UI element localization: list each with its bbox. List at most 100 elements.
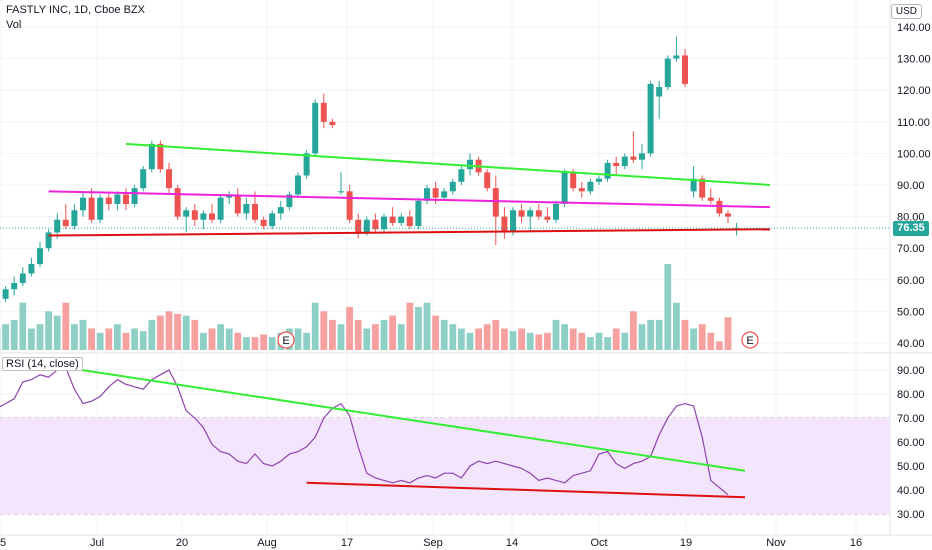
time-tick-label: Jul	[90, 537, 104, 549]
volume-bar	[483, 324, 491, 350]
volume-bar	[587, 337, 594, 350]
candle-body	[535, 210, 542, 217]
candle-body	[123, 194, 129, 204]
volume-bar	[122, 332, 130, 350]
candle-body	[639, 153, 645, 160]
candle-body	[449, 181, 456, 192]
candle-body	[664, 58, 671, 88]
price-tick-label: 120.00	[897, 85, 931, 97]
candle-body	[2, 289, 9, 299]
candle-body	[699, 178, 706, 198]
volume-bar	[664, 264, 672, 350]
volume-bar	[655, 319, 663, 350]
volume-bar	[139, 331, 147, 350]
candle-body	[312, 102, 319, 154]
volume-bar	[509, 331, 517, 350]
volume-bar	[71, 324, 78, 350]
candle-body	[28, 264, 35, 274]
volume-bar	[440, 319, 448, 350]
volume-bar	[466, 332, 474, 350]
time-tick-label: 19	[680, 537, 692, 549]
upper-trendline	[125, 142, 771, 186]
candle-body	[389, 216, 396, 223]
time-tick-label: Oct	[590, 537, 607, 549]
candle-body	[140, 169, 147, 189]
volume-bar	[217, 324, 224, 350]
candle-body	[441, 191, 448, 198]
candle-body	[62, 219, 69, 227]
candle-body	[647, 83, 654, 154]
volume-bar	[2, 324, 9, 350]
volume-bar	[36, 324, 44, 350]
time-tick-label: Nov	[766, 537, 786, 549]
candle-body	[54, 219, 61, 233]
volume-bar	[526, 332, 534, 350]
candle-body	[381, 216, 387, 230]
volume-bar	[638, 324, 646, 350]
volume-bar	[79, 319, 87, 350]
time-tick-label: 20	[176, 537, 188, 549]
volume-bar	[62, 302, 70, 350]
candle-body	[166, 169, 172, 189]
volume-bar	[96, 332, 104, 350]
volume-bar	[544, 332, 551, 350]
candle-body	[398, 216, 405, 223]
rsi-overbought-oversold-band	[0, 418, 890, 514]
candle-body	[492, 188, 499, 217]
candle-body	[424, 188, 430, 201]
volume-bar	[561, 324, 568, 350]
volume-bar	[647, 319, 654, 350]
candle-body	[553, 203, 559, 220]
candlestick-series	[2, 36, 740, 302]
price-tick-label: 40.00	[897, 338, 925, 350]
candle-body	[329, 121, 336, 125]
chart-title: FASTLY INC, 1D, Cboe BZX	[6, 4, 145, 16]
price-tick-label: 110.00	[897, 117, 930, 129]
candle-body	[570, 172, 577, 189]
candle-body	[19, 273, 26, 283]
candle-body	[596, 178, 602, 182]
candle-body	[561, 172, 568, 204]
candle-body	[707, 197, 714, 201]
volume-bar	[294, 328, 302, 350]
volume-bar	[131, 328, 138, 350]
volume-bar	[716, 341, 723, 350]
volume-bar	[53, 315, 61, 350]
volume-bar	[621, 332, 629, 350]
candle-body	[458, 169, 465, 182]
candle-body	[148, 143, 155, 170]
earnings-icon	[277, 331, 295, 349]
candle-body	[690, 178, 697, 192]
volume-bar	[234, 332, 242, 350]
volume-bar	[303, 332, 310, 350]
candle-body	[97, 197, 104, 220]
candle-body	[346, 191, 353, 220]
rsi-tick-label: 50.00	[897, 461, 925, 473]
volume-bar	[475, 328, 482, 350]
volume-bar	[612, 328, 620, 350]
candle-body	[432, 188, 439, 198]
volume-bar	[148, 319, 156, 350]
volume-bar	[389, 315, 396, 350]
rsi-indicator-label[interactable]: RSI (14, close)	[2, 357, 83, 371]
volume-bar	[406, 302, 414, 350]
volume-bar	[208, 328, 216, 350]
volume-bar	[260, 334, 267, 350]
rsi_lower-trendline	[306, 481, 746, 499]
candle-body	[234, 194, 241, 214]
time-tick-label: 16	[850, 537, 862, 549]
candle-body	[604, 162, 611, 179]
current-price-badge: 76.35	[893, 221, 929, 236]
candle-body	[320, 102, 327, 122]
price-trendlines	[48, 142, 771, 237]
candle-body	[260, 219, 267, 227]
candle-body	[673, 55, 680, 59]
rsi-tick-label: 60.00	[897, 437, 925, 449]
candle-body	[88, 197, 95, 220]
currency-badge[interactable]: USD	[890, 4, 922, 19]
volume-bar	[329, 319, 336, 350]
rsi-tick-label: 40.00	[897, 485, 925, 497]
volume-bars	[0, 264, 732, 350]
lower-trendline	[48, 228, 771, 237]
price-tick-label: 140.00	[897, 22, 931, 34]
